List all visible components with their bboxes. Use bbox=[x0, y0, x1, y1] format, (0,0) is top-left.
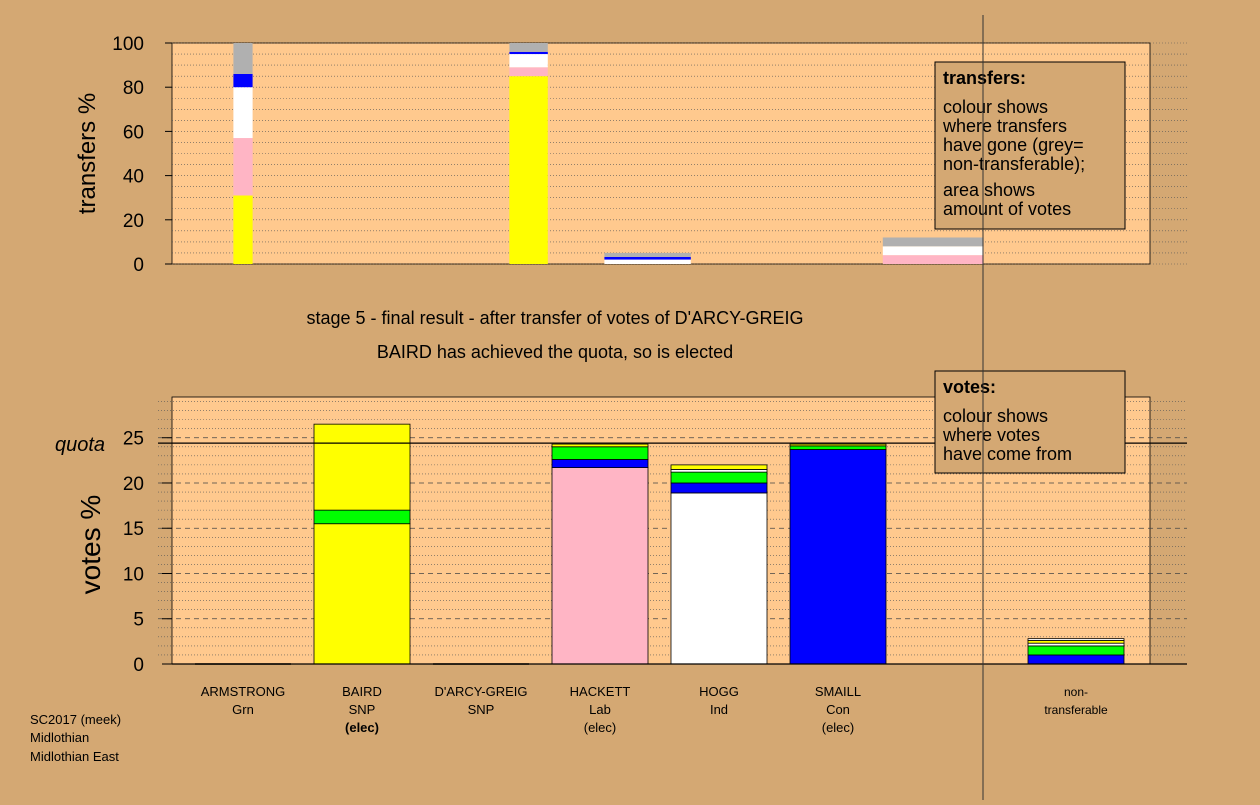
votes-bar-segment bbox=[670, 469, 768, 473]
votes-bar-segment bbox=[1027, 645, 1125, 656]
transfers-ylabel: transfers % bbox=[74, 93, 101, 214]
votes-ytick-label: 15 bbox=[123, 519, 144, 540]
transfers-ytick-label: 100 bbox=[112, 34, 144, 55]
votes-bar-segment bbox=[789, 449, 887, 665]
votes-legend-line: where votes bbox=[942, 425, 1040, 445]
votes-bar-segment bbox=[551, 459, 649, 468]
category-status: (elec) bbox=[822, 720, 855, 735]
votes-bar-segment bbox=[670, 482, 768, 494]
transfers-bar-segment bbox=[233, 43, 253, 74]
votes-bar-segment bbox=[1027, 640, 1125, 644]
category-party: SNP bbox=[349, 702, 376, 717]
votes-bar-segment bbox=[1027, 638, 1125, 641]
transfers-bar-segment bbox=[233, 87, 253, 139]
votes-bar-segment bbox=[313, 509, 411, 525]
transfers-legend-line: have gone (grey= bbox=[943, 135, 1084, 155]
transfers-legend-line: where transfers bbox=[942, 116, 1067, 136]
votes-ytick-label: 5 bbox=[133, 610, 144, 631]
category-label: SMAILL bbox=[815, 684, 861, 699]
votes-bar-segment bbox=[789, 443, 887, 447]
transfers-legend-line: non-transferable); bbox=[943, 154, 1085, 174]
votes-bar-segment bbox=[789, 445, 887, 450]
transfers-bar-segment bbox=[604, 256, 691, 260]
votes-bar-segment bbox=[313, 423, 411, 511]
votes-ytick-label: 0 bbox=[133, 655, 144, 676]
category-party: SNP bbox=[468, 702, 495, 717]
transfers-legend-title: transfers: bbox=[943, 68, 1026, 88]
category-label: HOGG bbox=[699, 684, 739, 699]
footer-line-1: SC2017 (meek) bbox=[30, 712, 121, 727]
votes-ytick-label: 20 bbox=[123, 474, 144, 495]
votes-bar-segment bbox=[551, 443, 649, 448]
stage-title: stage 5 - final result - after transfer … bbox=[307, 308, 804, 328]
votes-bar-segment bbox=[670, 471, 768, 484]
transfers-bar-segment bbox=[509, 51, 548, 55]
transfers-bar-segment bbox=[509, 76, 548, 265]
footer-line-3: Midlothian East bbox=[30, 749, 119, 764]
quota-label: quota bbox=[55, 434, 105, 456]
votes-legend-box bbox=[934, 370, 1126, 474]
transfers-ytick-label: 0 bbox=[133, 255, 144, 276]
transfers-bar-segment bbox=[882, 255, 984, 264]
category-label: BAIRD bbox=[342, 684, 382, 699]
category-label: ARMSTRONG bbox=[201, 684, 286, 699]
category-label: non- bbox=[1064, 685, 1088, 699]
transfers-bar-segment bbox=[604, 259, 691, 264]
transfers-bar-segment bbox=[604, 252, 691, 257]
transfers-legend-line: colour shows bbox=[943, 97, 1048, 117]
votes-ylabel: votes % bbox=[75, 495, 106, 595]
votes-panel: 0 5 10 15 20 25 votes % quota ARMSTRONG Grn BAIRD S… bbox=[55, 370, 1187, 735]
votes-bar-segment bbox=[313, 523, 411, 665]
stage-subtitle: BAIRD has achieved the quota, so is elec… bbox=[377, 342, 733, 362]
category-party: Ind bbox=[710, 702, 728, 717]
transfers-bar-segment bbox=[509, 67, 548, 77]
votes-bar-segment bbox=[1027, 642, 1125, 647]
transfers-bar-segment bbox=[233, 73, 253, 88]
category-party: Lab bbox=[589, 702, 611, 717]
category-party: transferable bbox=[1044, 703, 1108, 717]
transfers-bar-segment bbox=[233, 138, 253, 196]
category-status: (elec) bbox=[345, 720, 379, 735]
transfers-bar-segment bbox=[882, 237, 984, 247]
footer-line-2: Midlothian bbox=[30, 730, 89, 745]
votes-legend-title: votes: bbox=[943, 377, 996, 397]
votes-bar-segment bbox=[1027, 654, 1125, 665]
category-label: D'ARCY-GREIG bbox=[434, 684, 527, 699]
transfers-ytick-label: 20 bbox=[123, 211, 144, 232]
transfers-bar-segment bbox=[882, 246, 984, 256]
transfers-legend-line: amount of votes bbox=[943, 199, 1071, 219]
transfers-bar-segment bbox=[509, 43, 548, 52]
votes-bar-segment bbox=[551, 446, 649, 460]
transfers-ytick-label: 60 bbox=[123, 122, 144, 143]
transfers-panel: 0 20 40 60 80 100 transfers % transfers: colour … bbox=[74, 34, 1187, 276]
category-label: HACKETT bbox=[570, 684, 631, 699]
transfers-legend-box bbox=[934, 61, 1126, 230]
category-party: Con bbox=[826, 702, 850, 717]
transfers-legend-line: area shows bbox=[943, 180, 1035, 200]
transfers-bar-segment bbox=[509, 54, 548, 68]
category-party: Grn bbox=[232, 702, 254, 717]
votes-bar-segment bbox=[551, 467, 649, 665]
transfers-ytick-label: 40 bbox=[123, 167, 144, 188]
votes-bar-segment bbox=[670, 464, 768, 470]
votes-ytick-label: 25 bbox=[123, 429, 144, 450]
transfers-bar-segment bbox=[233, 195, 253, 264]
votes-legend-line: have come from bbox=[943, 444, 1072, 464]
votes-ytick-label: 10 bbox=[123, 564, 144, 585]
votes-legend-line: colour shows bbox=[943, 406, 1048, 426]
category-status: (elec) bbox=[584, 720, 617, 735]
votes-bar-segment bbox=[670, 492, 768, 665]
transfers-ytick-label: 80 bbox=[123, 78, 144, 99]
